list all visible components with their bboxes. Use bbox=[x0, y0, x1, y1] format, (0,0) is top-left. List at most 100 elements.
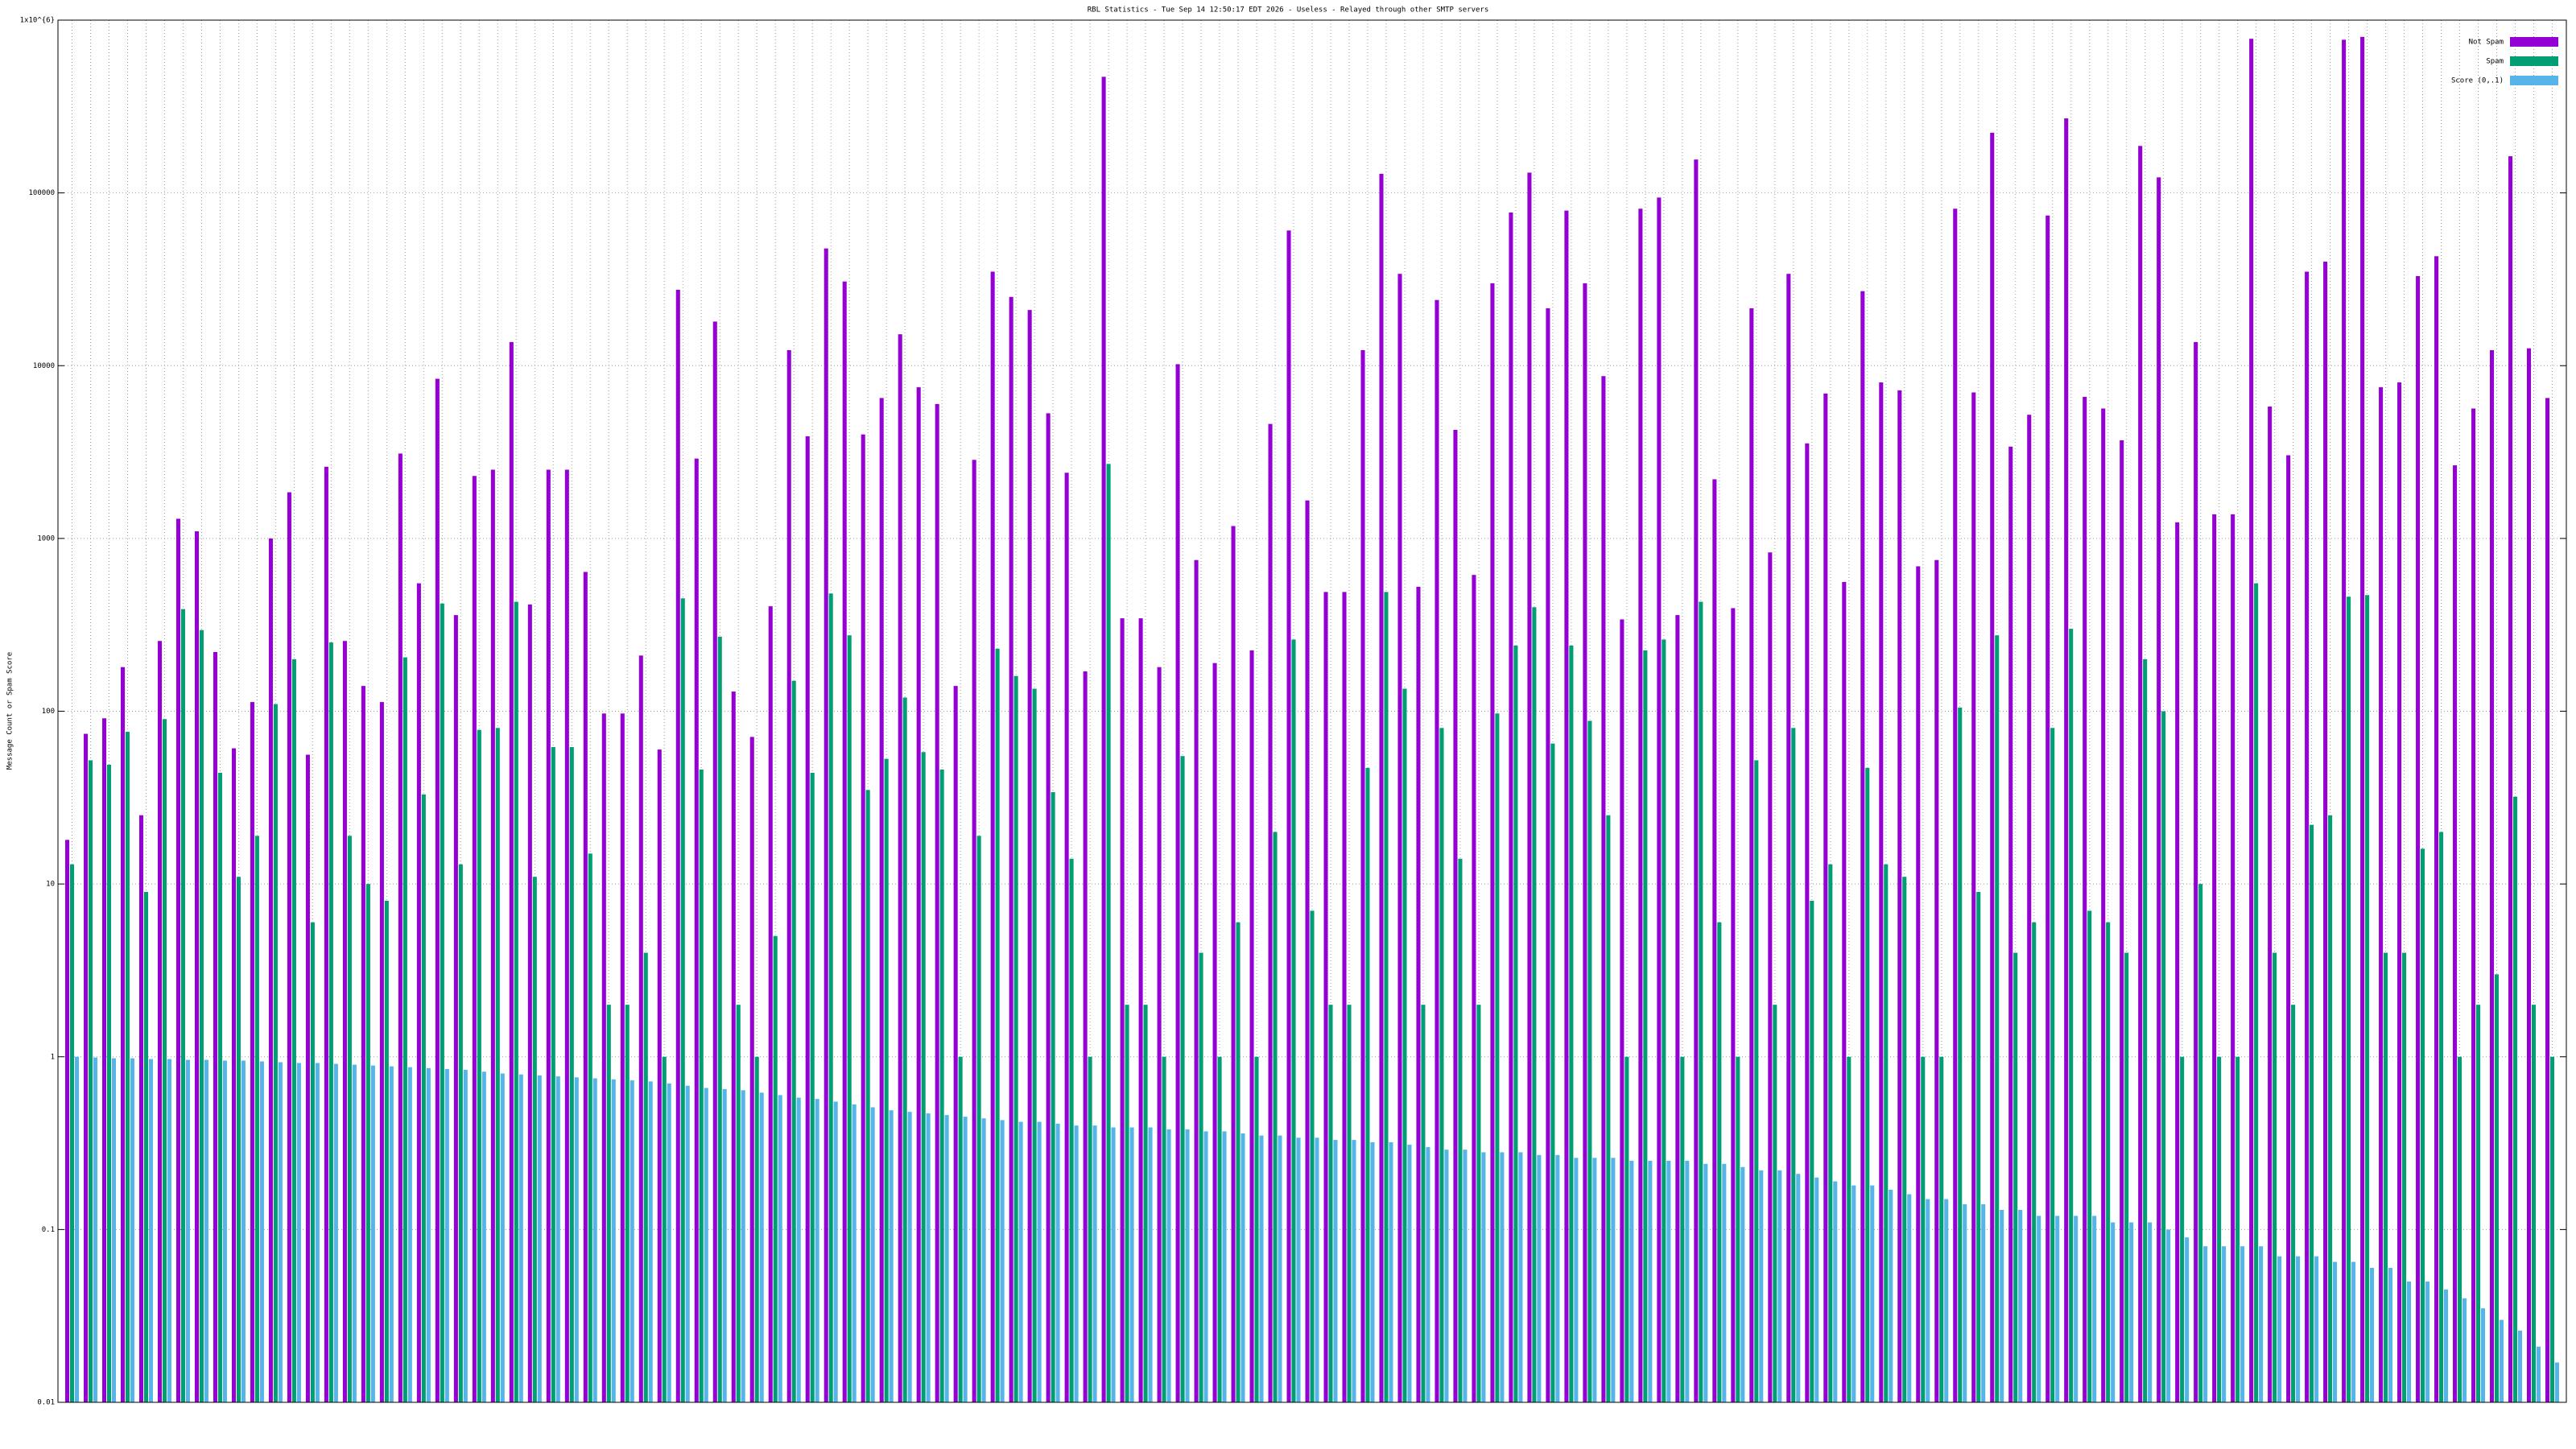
bar bbox=[773, 935, 778, 1402]
bar bbox=[1833, 1181, 1838, 1402]
bar bbox=[254, 836, 259, 1402]
bar bbox=[315, 1063, 320, 1402]
bar bbox=[1495, 713, 1500, 1402]
bar bbox=[148, 1059, 153, 1402]
bar bbox=[824, 248, 828, 1402]
bar bbox=[588, 853, 592, 1402]
bar bbox=[2480, 1308, 2486, 1402]
bar bbox=[2175, 522, 2180, 1402]
bar bbox=[389, 1066, 394, 1402]
bar bbox=[1754, 760, 1759, 1402]
bar bbox=[2360, 36, 2365, 1402]
bar bbox=[865, 790, 870, 1402]
bar bbox=[1527, 172, 1532, 1402]
legend-swatch bbox=[2510, 56, 2558, 66]
bar bbox=[1444, 1150, 1449, 1402]
bar bbox=[250, 702, 254, 1402]
bar bbox=[2314, 1256, 2319, 1402]
bar bbox=[1166, 1129, 1171, 1402]
bar bbox=[125, 732, 130, 1402]
bar bbox=[1185, 1129, 1190, 1402]
bar bbox=[778, 1095, 782, 1402]
bar bbox=[518, 1074, 523, 1402]
bar bbox=[1032, 688, 1037, 1402]
bar bbox=[741, 1090, 745, 1402]
bar bbox=[2203, 1246, 2208, 1402]
bar bbox=[791, 680, 796, 1402]
bar bbox=[2384, 952, 2388, 1402]
bar bbox=[2471, 408, 2476, 1403]
bar bbox=[2050, 728, 2055, 1402]
bar bbox=[870, 1107, 875, 1402]
bar bbox=[1629, 1160, 1634, 1402]
bar bbox=[1513, 645, 1518, 1402]
bar bbox=[2296, 1256, 2301, 1402]
bar bbox=[1407, 1144, 1412, 1402]
bar bbox=[213, 652, 217, 1402]
bar bbox=[2388, 1267, 2393, 1402]
bar bbox=[1051, 792, 1055, 1402]
y-tick-label: 0.1 bbox=[42, 1226, 55, 1234]
bar bbox=[1953, 208, 1958, 1403]
bar bbox=[907, 1112, 912, 1402]
bar bbox=[1981, 1204, 1986, 1402]
bar bbox=[990, 271, 995, 1403]
bar bbox=[749, 737, 754, 1402]
bar bbox=[805, 436, 810, 1402]
bar bbox=[1106, 464, 1111, 1402]
chart-title: RBL Statistics - Tue Sep 14 12:50:17 EDT… bbox=[1088, 6, 1489, 14]
bar bbox=[963, 1117, 968, 1402]
bar bbox=[1323, 592, 1328, 1402]
bar bbox=[1162, 1056, 1166, 1402]
bar bbox=[1157, 667, 1162, 1402]
bar bbox=[662, 1056, 667, 1402]
bar bbox=[2074, 1216, 2079, 1402]
bar bbox=[2443, 1289, 2449, 1402]
bar bbox=[1889, 1189, 1893, 1402]
bar bbox=[625, 1005, 630, 1402]
bar bbox=[333, 1063, 338, 1402]
bar bbox=[444, 1068, 449, 1402]
bar bbox=[1259, 1135, 1264, 1402]
bar bbox=[490, 469, 495, 1403]
bar bbox=[472, 476, 477, 1402]
bar bbox=[1694, 159, 1699, 1402]
bar bbox=[440, 603, 444, 1402]
bar bbox=[162, 719, 167, 1402]
bar bbox=[407, 1067, 412, 1402]
bar bbox=[1852, 1185, 1856, 1402]
bar bbox=[555, 1076, 560, 1402]
bar bbox=[916, 387, 921, 1403]
bar bbox=[704, 1088, 708, 1402]
bar bbox=[1439, 728, 1444, 1402]
bar bbox=[2512, 796, 2518, 1402]
bar bbox=[2490, 349, 2495, 1402]
bar bbox=[699, 769, 704, 1402]
bar bbox=[2087, 910, 2092, 1402]
bar bbox=[236, 877, 241, 1402]
bar bbox=[2397, 382, 2402, 1402]
bar bbox=[1254, 1056, 1259, 1402]
bar bbox=[2549, 1056, 2555, 1402]
bar bbox=[1786, 274, 1791, 1402]
bar bbox=[1092, 1125, 1097, 1402]
bar bbox=[889, 1110, 894, 1402]
bar bbox=[2333, 1261, 2338, 1402]
y-axis-label: Message Count or Spam Score bbox=[6, 652, 14, 770]
y-tick-label: 100000 bbox=[28, 189, 55, 197]
y-tick-label: 10000 bbox=[33, 362, 55, 370]
bar bbox=[1860, 291, 1865, 1402]
bar bbox=[1675, 615, 1680, 1402]
bar bbox=[1717, 922, 1722, 1402]
y-tick-label: 1 bbox=[51, 1053, 55, 1061]
bar bbox=[352, 1064, 357, 1402]
bar bbox=[546, 469, 551, 1403]
bar bbox=[180, 609, 185, 1402]
bar bbox=[1315, 1137, 1319, 1402]
bar bbox=[861, 434, 865, 1402]
bar bbox=[2222, 1246, 2227, 1402]
bar bbox=[199, 630, 204, 1402]
bar bbox=[398, 453, 402, 1402]
bar bbox=[1175, 364, 1180, 1402]
